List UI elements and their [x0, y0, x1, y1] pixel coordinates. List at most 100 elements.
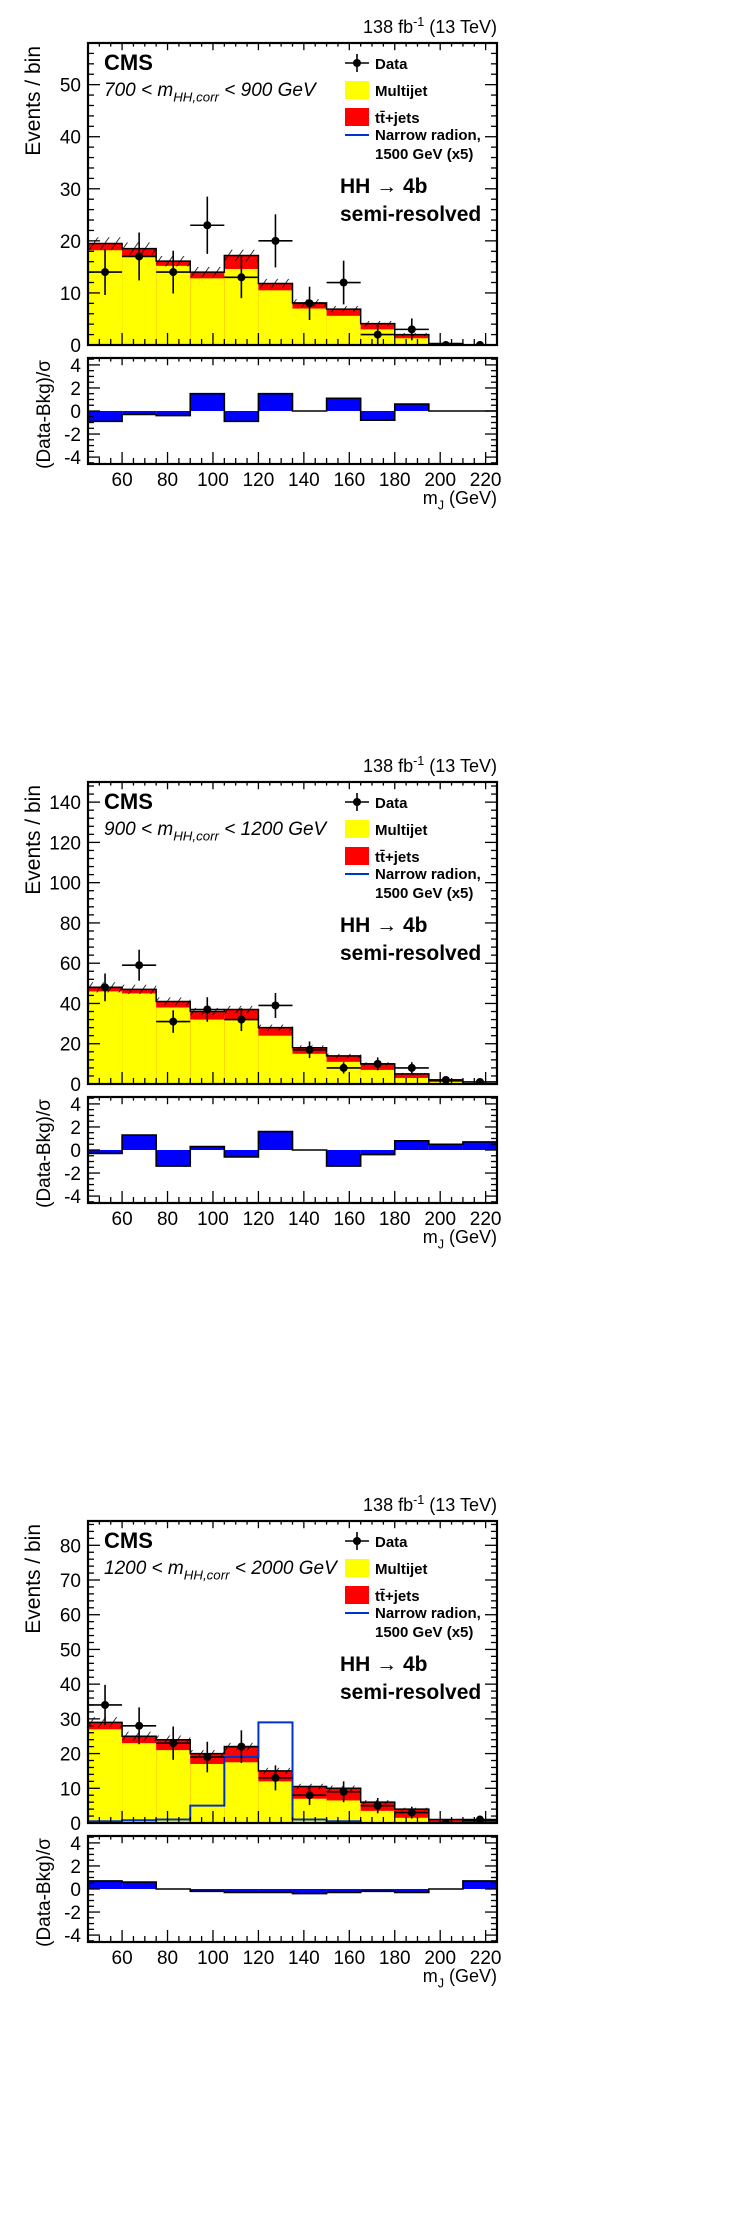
legend-signal-label-2: 1500 GeV (x5) — [375, 885, 473, 902]
y-tick-label: 80 — [60, 914, 81, 935]
ratio-axis-title: (Data-Bkg)/σ — [34, 1099, 55, 1208]
legend-data-label: Data — [375, 795, 408, 812]
data-marker — [339, 1063, 348, 1072]
data-marker — [135, 1721, 144, 1730]
legend-multijet-label: Multijet — [375, 822, 428, 839]
x-tick-label: 140 — [288, 1209, 320, 1230]
pull-bar — [394, 1140, 429, 1150]
main-plot-area — [88, 949, 497, 1084]
multijet-bar — [394, 1077, 429, 1084]
legend-ttbar-label: tt̄+jets — [375, 110, 420, 127]
data-point — [122, 949, 157, 981]
legend-signal-label-2: 1500 GeV (x5) — [375, 1624, 473, 1641]
channel-label-1: HH → 4b — [340, 1653, 428, 1676]
data-point — [360, 1798, 395, 1814]
y-tick-label: 80 — [60, 1536, 81, 1557]
data-marker — [101, 1700, 110, 1709]
legend-data-label: Data — [375, 56, 408, 73]
data-marker — [135, 252, 144, 261]
uncertainty-band — [122, 984, 157, 995]
mass-range-label: 700 < mHH,corr < 900 GeV — [104, 80, 318, 105]
ratio-tick-label: 4 — [70, 356, 81, 377]
y-tick-label: 30 — [60, 1710, 81, 1731]
pull-outline — [88, 392, 497, 423]
data-point — [224, 1008, 259, 1032]
x-tick-label: 120 — [243, 1209, 275, 1230]
pull-bar — [156, 411, 191, 416]
legend-multijet-label: Multijet — [375, 83, 428, 100]
ratio-plot-area — [88, 1880, 497, 1895]
data-point — [394, 1806, 429, 1819]
pull-outline — [88, 1880, 497, 1895]
legend-multijet-swatch — [345, 820, 369, 838]
y-tick-label: 0 — [70, 336, 81, 357]
mass-range-label: 1200 < mHH,corr < 2000 GeV — [104, 1558, 339, 1583]
legend-data-marker — [353, 1537, 361, 1545]
ratio-tick-label: 0 — [70, 1880, 81, 1901]
y-tick-label: 20 — [60, 1035, 81, 1056]
data-marker — [169, 268, 178, 277]
legend-ttbar-swatch — [345, 108, 369, 126]
mass-range-label: 900 < mHH,corr < 1200 GeV — [104, 819, 329, 844]
data-point — [224, 256, 259, 299]
data-marker — [475, 1077, 484, 1084]
pull-bar — [428, 1144, 463, 1150]
data-marker — [237, 1742, 246, 1751]
pull-bar — [88, 1880, 123, 1889]
legend-multijet-swatch — [345, 1559, 369, 1577]
signal-histogram — [88, 1721, 497, 1823]
ratio-tick-label: 4 — [70, 1834, 81, 1855]
data-point — [190, 1741, 225, 1773]
y-tick-label: 20 — [60, 232, 81, 253]
multijet-bar — [326, 315, 361, 345]
x-tick-label: 140 — [288, 1948, 320, 1969]
lumi-label: 138 fb-1 (13 TeV) — [363, 754, 497, 776]
pull-bar — [258, 1131, 293, 1150]
legend-ttbar-swatch — [345, 847, 369, 865]
multijet-bar — [326, 1800, 361, 1823]
data-marker — [169, 1739, 178, 1748]
pull-bar — [88, 411, 123, 422]
data-marker — [203, 221, 212, 230]
ratio-tick-label: 2 — [70, 1857, 81, 1878]
uncertainty-band — [360, 321, 395, 327]
y-tick-label: 20 — [60, 1745, 81, 1766]
uncertainty-band — [88, 237, 123, 250]
data-marker — [101, 983, 110, 992]
y-tick-label: 10 — [60, 1779, 81, 1800]
multijet-bar — [122, 1743, 157, 1823]
data-point — [156, 1726, 191, 1760]
x-tick-label: 160 — [333, 470, 365, 491]
data-point — [360, 1057, 395, 1071]
ratio-tick-label: -4 — [64, 448, 81, 469]
multijet-bar — [88, 1729, 123, 1823]
y-tick-label: 40 — [60, 994, 81, 1015]
data-point — [156, 250, 191, 294]
ratio-plot-area — [88, 1130, 497, 1167]
x-tick-label: 80 — [157, 1948, 178, 1969]
uncertainty-band — [224, 249, 259, 262]
uncertainty-band — [258, 1024, 293, 1031]
multijet-bar — [360, 1810, 395, 1823]
data-point — [156, 1010, 191, 1033]
data-point — [88, 1684, 123, 1726]
main-plot-area — [88, 1684, 497, 1823]
multijet-bar — [394, 338, 429, 345]
y-tick-label: 50 — [60, 1640, 81, 1661]
legend-signal-label-1: Narrow radion, — [375, 1605, 481, 1622]
pull-bar — [224, 411, 259, 422]
data-marker — [203, 1005, 212, 1014]
legend-ttbar-label: tt̄+jets — [375, 849, 420, 866]
pull-bar — [88, 1150, 123, 1154]
x-tick-label: 100 — [197, 470, 229, 491]
data-marker — [101, 268, 110, 277]
data-point — [326, 1781, 361, 1803]
legend-multijet-label: Multijet — [375, 1561, 428, 1578]
multijet-bar — [190, 278, 225, 345]
x-tick-label: 220 — [470, 1948, 502, 1969]
